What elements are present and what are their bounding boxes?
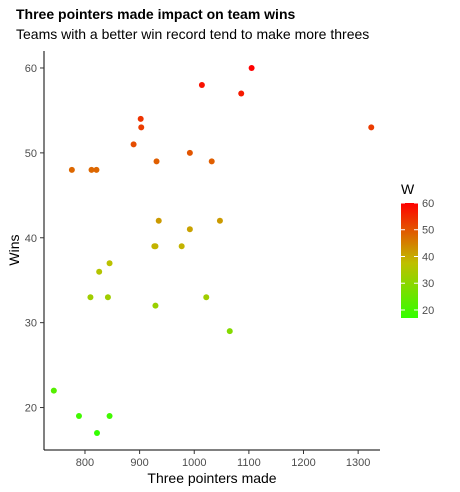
legend-tick-label: 50	[422, 225, 434, 237]
y-tick-label: 50	[25, 148, 37, 160]
data-point	[208, 158, 215, 165]
x-tick-label: 900	[130, 457, 148, 469]
x-tick-label: 1100	[237, 457, 261, 469]
data-point	[198, 81, 205, 88]
data-point	[203, 294, 210, 301]
data-point	[68, 166, 75, 173]
x-tick-label: 1000	[182, 457, 206, 469]
legend-ticks: 20 30 40 50 60	[401, 198, 434, 317]
data-point	[106, 413, 113, 420]
legend-tick-label: 60	[422, 198, 434, 210]
data-point	[130, 141, 137, 148]
data-point	[50, 387, 57, 394]
data-point	[178, 243, 185, 250]
data-point	[216, 217, 223, 224]
color-legend: W 20 30 40 50 60	[401, 181, 434, 318]
y-tick-label: 40	[25, 233, 37, 245]
data-point	[238, 90, 245, 97]
data-point	[152, 302, 159, 309]
y-tick-label: 30	[25, 318, 37, 330]
x-tick-label: 1300	[346, 457, 370, 469]
legend-title: W	[401, 181, 415, 197]
data-point	[186, 149, 193, 156]
y-tick-label: 60	[25, 63, 37, 75]
legend-tick-label: 30	[422, 278, 434, 290]
data-point	[153, 158, 160, 165]
data-point	[137, 115, 144, 122]
legend-tick-label: 20	[422, 305, 434, 317]
data-point	[226, 328, 233, 335]
data-point	[93, 430, 100, 437]
data-point	[106, 260, 113, 267]
x-axis-ticks: 800 900 1000 1100 1200 1300	[76, 450, 370, 469]
y-tick-label: 20	[25, 403, 37, 415]
chart-subtitle: Teams with a better win record tend to m…	[16, 26, 369, 42]
data-point	[138, 124, 145, 131]
x-axis-title: Three pointers made	[147, 470, 276, 486]
data-point	[75, 413, 82, 420]
legend-colorbar	[401, 203, 418, 318]
legend-tick-label: 40	[422, 251, 434, 263]
data-point	[186, 226, 193, 233]
y-axis-ticks: 20 30 40 50 60	[25, 63, 44, 415]
data-point	[87, 294, 94, 301]
y-axis-title: Wins	[6, 234, 22, 265]
data-point	[248, 64, 255, 71]
x-tick-label: 1200	[291, 457, 315, 469]
data-point	[104, 294, 111, 301]
data-point	[155, 217, 162, 224]
data-point	[368, 124, 375, 131]
data-point	[88, 166, 95, 173]
x-tick-label: 800	[76, 457, 94, 469]
data-point	[96, 268, 103, 275]
chart-title: Three pointers made impact on team wins	[16, 6, 296, 22]
plot-area	[50, 64, 375, 437]
data-point	[152, 243, 159, 250]
data-point	[93, 166, 100, 173]
